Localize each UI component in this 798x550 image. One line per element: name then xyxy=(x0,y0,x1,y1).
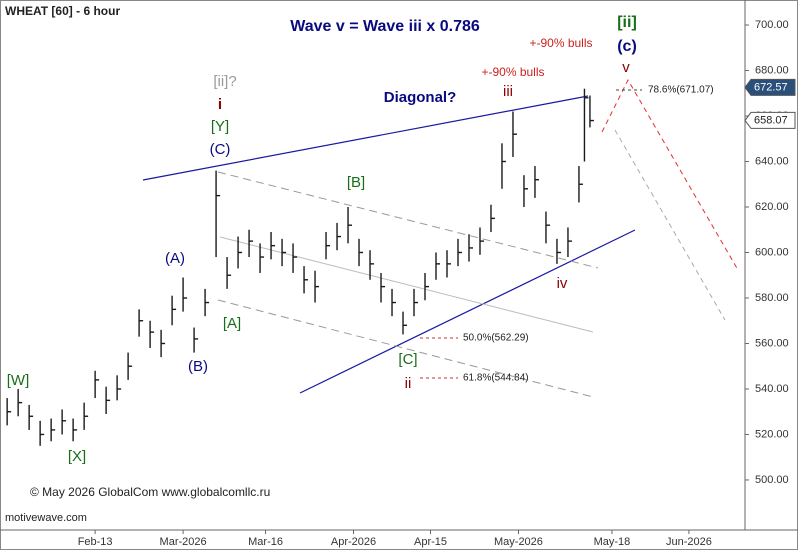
wave-label: ii xyxy=(405,375,412,392)
wave-label: [ii]? xyxy=(213,73,236,90)
y-tick-label: 700.00 xyxy=(755,19,789,31)
x-tick-label: Mar-2026 xyxy=(160,536,207,548)
x-tick-label: May-2026 xyxy=(494,536,543,548)
price-tag-label: 658.07 xyxy=(754,114,788,126)
x-tick-label: Jun-2026 xyxy=(666,536,712,548)
y-tick-label: 580.00 xyxy=(755,292,789,304)
price-tag xyxy=(744,78,796,96)
channel-line xyxy=(217,171,599,269)
projection xyxy=(614,129,726,321)
wave-label: iii xyxy=(503,83,513,100)
price-tag xyxy=(744,111,796,129)
wave-label: [Y] xyxy=(211,118,229,135)
y-tick-label: 620.00 xyxy=(755,201,789,213)
y-tick-label: 500.00 xyxy=(755,474,789,486)
y-tick-label: 560.00 xyxy=(755,337,789,349)
wave-label: +-90% bulls xyxy=(481,65,544,79)
wave-label: [C] xyxy=(398,351,417,368)
wave-label: [ii] xyxy=(617,14,637,31)
chart-title: WHEAT [60] - 6 hour xyxy=(5,4,120,18)
y-tick-label: 520.00 xyxy=(755,428,789,440)
x-tick-label: Feb-13 xyxy=(78,536,113,548)
y-tick-label: 680.00 xyxy=(755,64,789,76)
y-tick-label: 600.00 xyxy=(755,246,789,258)
wave-label: Diagonal? xyxy=(384,89,457,106)
wave-label: iv xyxy=(557,275,568,292)
y-tick-label: 540.00 xyxy=(755,383,789,395)
wave-label: [B] xyxy=(347,174,365,191)
trend-line xyxy=(142,95,589,181)
x-tick-label: May-18 xyxy=(594,536,631,548)
copyright: © May 2026 GlobalCom www.globalcomllc.ru xyxy=(30,485,270,499)
x-tick-label: Apr-2026 xyxy=(331,536,376,548)
wave-label: 61.8%(544.84) xyxy=(463,373,529,384)
x-tick-label: Mar-16 xyxy=(248,536,283,548)
wave-label: (c) xyxy=(617,38,637,55)
wave-label: (C) xyxy=(210,141,231,158)
wave-label: [X] xyxy=(68,448,86,465)
wave-label: +-90% bulls xyxy=(529,36,592,50)
price-tag-label: 672.57 xyxy=(754,81,788,93)
wave-label: [A] xyxy=(223,315,241,332)
watermark: motivewave.com xyxy=(5,512,87,524)
chart-subtitle: Wave v = Wave iii x 0.786 xyxy=(290,18,480,35)
wave-label: 50.0%(562.29) xyxy=(463,333,529,344)
wave-label: [W] xyxy=(7,372,30,389)
wave-label: (A) xyxy=(165,250,185,267)
x-tick-label: Apr-15 xyxy=(414,536,447,548)
trend-line xyxy=(299,229,636,394)
wave-label: i xyxy=(218,96,222,113)
wave-label: 78.6%(671.07) xyxy=(648,85,714,96)
y-tick-label: 640.00 xyxy=(755,155,789,167)
wave-label: (B) xyxy=(188,358,208,375)
wave-label: v xyxy=(622,59,630,76)
projection xyxy=(601,78,739,271)
